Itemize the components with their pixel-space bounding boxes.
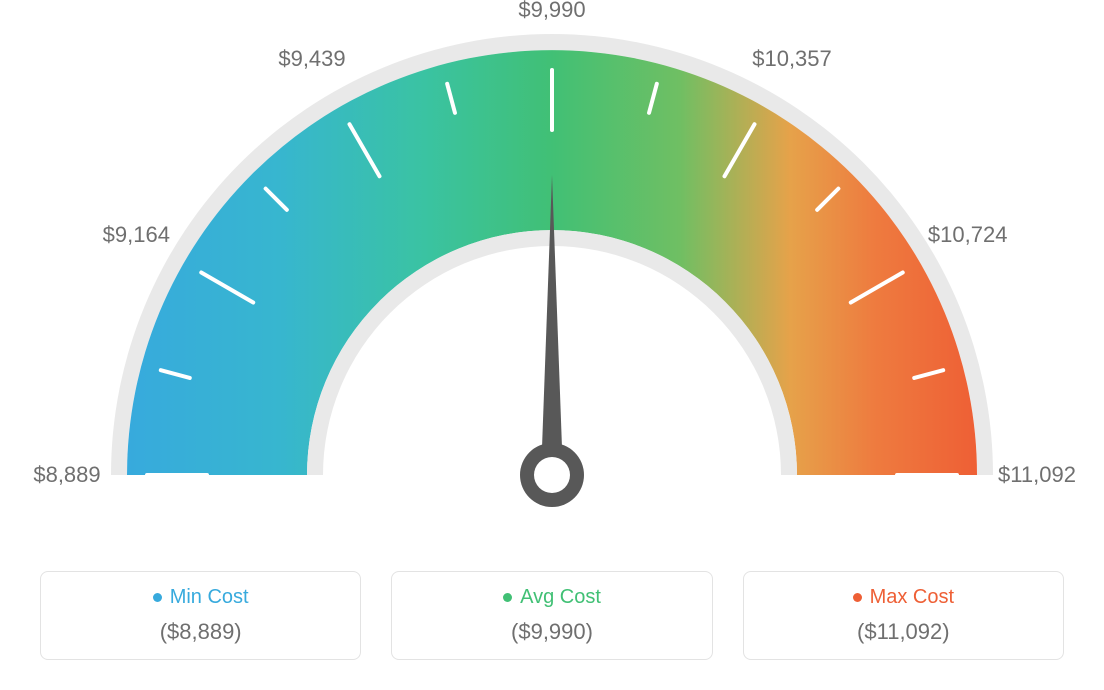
gauge-tick-label: $11,092 [998, 462, 1076, 488]
legend-value-avg: ($9,990) [404, 619, 699, 645]
legend-title-min: Min Cost [153, 586, 249, 609]
legend-card-max: Max Cost ($11,092) [743, 571, 1064, 660]
gauge-area: $8,889 $9,164 $9,439 $9,990 $10,357 $10,724 $1… [0, 0, 1104, 560]
legend-card-avg: Avg Cost ($9,990) [391, 571, 712, 660]
legend-card-min: Min Cost ($8,889) [40, 571, 361, 660]
gauge-tick-label: $8,889 [33, 462, 100, 488]
legend-dot-max [853, 593, 862, 602]
gauge-tick-label: $9,164 [103, 222, 170, 248]
legend-title-avg: Avg Cost [503, 586, 601, 609]
legend-value-max: ($11,092) [756, 619, 1051, 645]
chart-root: $8,889 $9,164 $9,439 $9,990 $10,357 $10,724 $1… [0, 0, 1104, 690]
gauge-tick-label: $10,357 [752, 46, 832, 72]
legend-value-min: ($8,889) [53, 619, 348, 645]
legend-title-max-text: Max Cost [870, 586, 954, 609]
legend-dot-avg [503, 593, 512, 602]
gauge-tick-label: $10,724 [928, 222, 1008, 248]
legend-title-max: Max Cost [853, 586, 954, 609]
gauge-tick-label: $9,990 [518, 0, 585, 23]
legend-dot-min [153, 593, 162, 602]
legend-row: Min Cost ($8,889) Avg Cost ($9,990) Max … [40, 571, 1064, 660]
gauge-tick-label: $9,439 [278, 46, 345, 72]
gauge-svg [0, 0, 1104, 560]
legend-title-min-text: Min Cost [170, 586, 249, 609]
legend-title-avg-text: Avg Cost [520, 586, 601, 609]
